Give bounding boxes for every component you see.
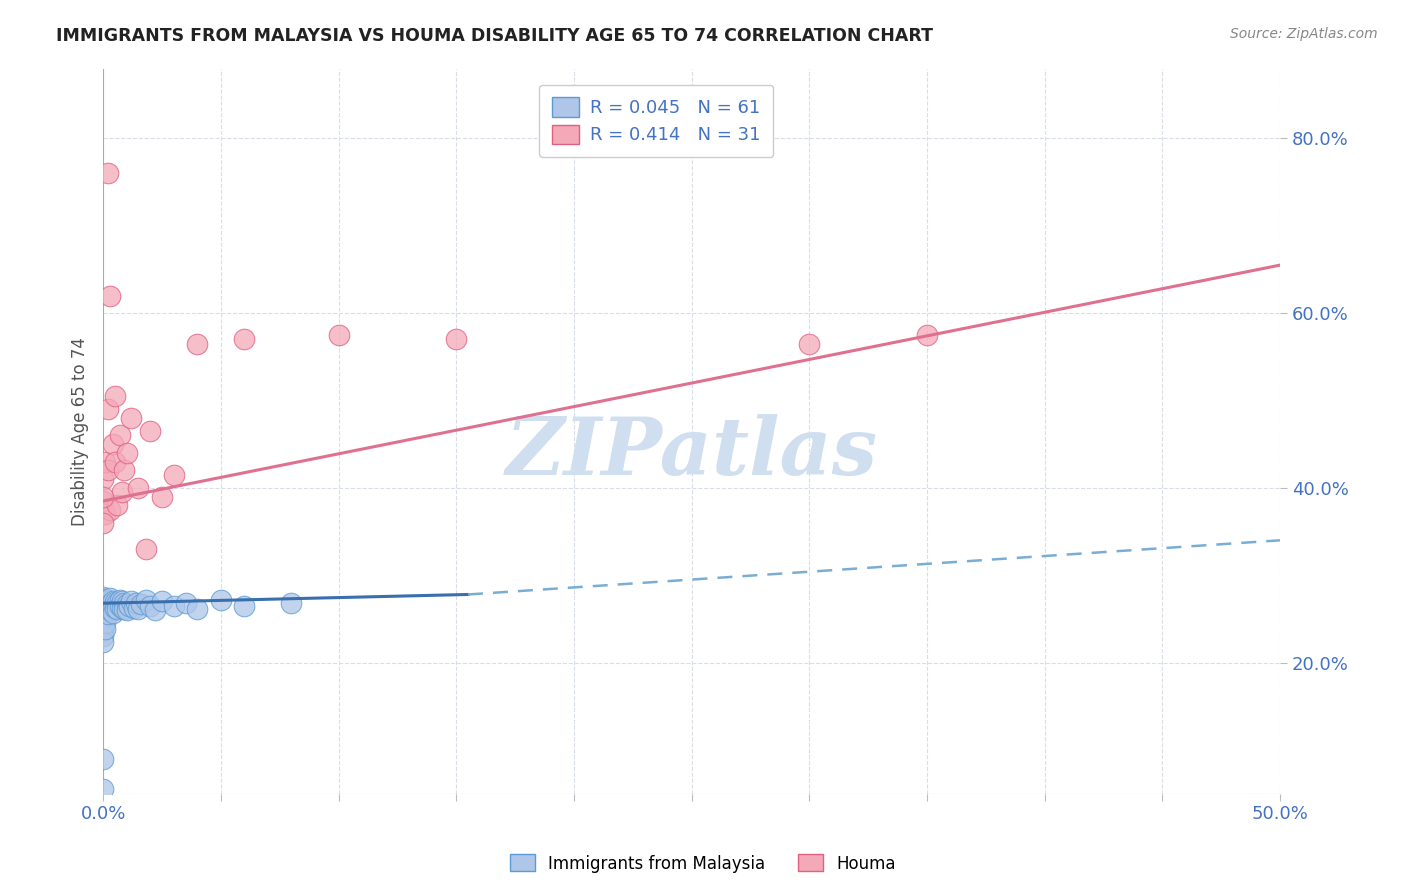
- Point: [105, 602, 128, 616]
- Point: [328, 328, 350, 343]
- Point: [91, 516, 114, 530]
- Point: [915, 328, 938, 343]
- Point: [174, 596, 197, 610]
- Point: [120, 411, 142, 425]
- Point: [799, 336, 821, 351]
- Point: [112, 596, 135, 610]
- Point: [122, 600, 145, 615]
- Point: [163, 599, 186, 613]
- Point: [94, 623, 117, 637]
- Point: [111, 485, 134, 500]
- Text: IMMIGRANTS FROM MALAYSIA VS HOUMA DISABILITY AGE 65 TO 74 CORRELATION CHART: IMMIGRANTS FROM MALAYSIA VS HOUMA DISABI…: [56, 27, 934, 45]
- Point: [97, 594, 120, 608]
- Point: [91, 600, 114, 615]
- Point: [120, 594, 142, 608]
- Point: [108, 428, 131, 442]
- Point: [101, 437, 124, 451]
- Point: [91, 592, 114, 607]
- Point: [91, 614, 114, 628]
- Point: [91, 595, 114, 609]
- Legend: R = 0.045   N = 61, R = 0.414   N = 31: R = 0.045 N = 61, R = 0.414 N = 31: [540, 85, 773, 157]
- Point: [91, 490, 114, 504]
- Point: [91, 607, 114, 622]
- Point: [115, 446, 138, 460]
- Point: [91, 593, 114, 607]
- Point: [112, 602, 135, 616]
- Text: Source: ZipAtlas.com: Source: ZipAtlas.com: [1230, 27, 1378, 41]
- Point: [94, 604, 117, 618]
- Point: [127, 481, 149, 495]
- Point: [115, 597, 138, 611]
- Point: [91, 494, 114, 508]
- Point: [105, 499, 128, 513]
- Point: [101, 606, 124, 620]
- Legend: Immigrants from Malaysia, Houma: Immigrants from Malaysia, Houma: [503, 847, 903, 880]
- Point: [98, 502, 121, 516]
- Point: [111, 594, 134, 608]
- Point: [163, 467, 186, 482]
- Point: [186, 602, 208, 616]
- Point: [98, 597, 121, 611]
- Point: [101, 593, 124, 607]
- Point: [98, 591, 121, 605]
- Point: [134, 542, 156, 557]
- Point: [150, 490, 173, 504]
- Point: [233, 599, 256, 613]
- Point: [94, 591, 117, 606]
- Point: [91, 782, 114, 797]
- Point: [104, 389, 127, 403]
- Point: [91, 599, 114, 613]
- Point: [91, 590, 114, 604]
- Point: [94, 610, 117, 624]
- Point: [104, 595, 127, 609]
- Point: [91, 634, 114, 648]
- Point: [94, 507, 117, 521]
- Point: [233, 332, 256, 346]
- Point: [280, 596, 302, 610]
- Point: [98, 603, 121, 617]
- Y-axis label: Disability Age 65 to 74: Disability Age 65 to 74: [72, 336, 89, 525]
- Point: [94, 455, 117, 469]
- Point: [134, 592, 156, 607]
- Point: [94, 598, 117, 612]
- Point: [129, 597, 152, 611]
- Point: [91, 596, 114, 610]
- Point: [127, 602, 149, 616]
- Point: [91, 472, 114, 486]
- Point: [97, 166, 120, 180]
- Text: ZIPatlas: ZIPatlas: [506, 414, 877, 491]
- Point: [94, 616, 117, 631]
- Point: [97, 600, 120, 615]
- Point: [97, 463, 120, 477]
- Point: [150, 594, 173, 608]
- Point: [111, 600, 134, 615]
- Point: [97, 402, 120, 417]
- Point: [108, 599, 131, 613]
- Point: [115, 603, 138, 617]
- Point: [91, 624, 114, 639]
- Point: [186, 336, 208, 351]
- Point: [125, 596, 148, 610]
- Point: [444, 332, 467, 346]
- Point: [118, 599, 141, 613]
- Point: [209, 592, 232, 607]
- Point: [91, 752, 114, 766]
- Point: [98, 288, 121, 302]
- Point: [105, 596, 128, 610]
- Point: [91, 603, 114, 617]
- Point: [97, 607, 120, 621]
- Point: [139, 599, 162, 613]
- Point: [143, 603, 166, 617]
- Point: [112, 463, 135, 477]
- Point: [108, 592, 131, 607]
- Point: [104, 455, 127, 469]
- Point: [139, 424, 162, 438]
- Point: [91, 629, 114, 643]
- Point: [91, 594, 114, 608]
- Point: [91, 619, 114, 633]
- Point: [91, 597, 114, 611]
- Point: [104, 601, 127, 615]
- Point: [101, 599, 124, 614]
